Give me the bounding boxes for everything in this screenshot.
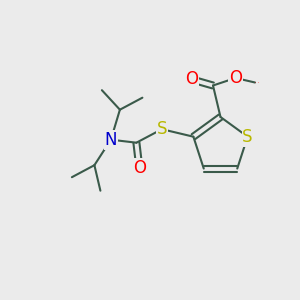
Text: O: O xyxy=(257,82,259,83)
Text: S: S xyxy=(157,120,167,138)
Text: S: S xyxy=(242,128,253,146)
Text: N: N xyxy=(105,131,117,149)
Text: O: O xyxy=(133,159,146,177)
Text: O: O xyxy=(254,82,256,83)
Text: O: O xyxy=(185,70,199,88)
Text: O: O xyxy=(229,69,242,87)
